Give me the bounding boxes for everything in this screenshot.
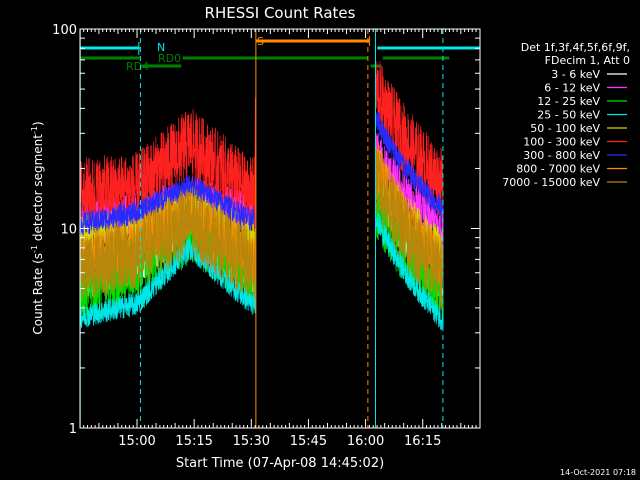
y-axis-label: Count Rate (s-1 detector segment-1): [30, 121, 45, 334]
annotation-rd0: RD0: [158, 52, 181, 65]
legend: Det 1f,3f,4f,5f,6f,9f, FDecim 1, Att 0 3…: [502, 41, 630, 189]
series-line-3: [79, 237, 257, 329]
x-tick-label: 15:00: [118, 434, 155, 449]
legend-entry-6: 300 - 800 keV: [523, 149, 600, 162]
series-line-8: [375, 141, 444, 310]
x-axis: 15:00 15:15 15:30 15:45 16:00 16:15: [83, 29, 477, 449]
y-axis-label-c: ): [31, 121, 45, 126]
y-axis-label-a: Count Rate (s: [31, 253, 45, 335]
y-axis-label-sup1: -1: [30, 245, 39, 253]
annotation-rd4: RD4: [126, 60, 149, 73]
legend-header-1: Det 1f,3f,4f,5f,6f,9f,: [521, 41, 630, 54]
x-tick-label: 15:45: [290, 434, 327, 449]
x-tick-label: 15:30: [233, 434, 270, 449]
legend-entry-3: 25 - 50 keV: [537, 109, 600, 122]
legend-entry-0: 3 - 6 keV: [551, 68, 600, 81]
status-bars: N RD4 RD0 S: [80, 35, 480, 73]
y-tick-label: 100: [52, 23, 77, 38]
footer-date: 14-Oct-2021 07:18: [560, 468, 636, 477]
series-line-5: [79, 108, 257, 228]
legend-entry-2: 12 - 25 keV: [537, 95, 600, 108]
y-axis-label-sup2: -1: [30, 126, 39, 134]
series-line-1: [375, 133, 444, 253]
series-line-6: [375, 108, 444, 220]
series-line-3: [375, 208, 444, 331]
x-tick-label: 16:00: [347, 434, 384, 449]
x-tick-label: 16:15: [404, 434, 441, 449]
plot-area: [79, 61, 444, 331]
series-line-6: [79, 175, 257, 236]
series-line-8: [79, 187, 257, 301]
legend-entry-1: 6 - 12 keV: [544, 82, 600, 95]
y-axis: 1 10 100: [52, 23, 480, 437]
legend-entry-8: 7000 - 15000 keV: [502, 176, 600, 189]
legend-entry-7: 800 - 7000 keV: [516, 163, 600, 176]
chart-title: RHESSI Count Rates: [205, 4, 356, 22]
y-axis-label-b: detector segment: [31, 134, 45, 245]
x-axis-label: Start Time (07-Apr-08 14:45:02): [176, 456, 384, 471]
y-tick-label: 10: [60, 223, 77, 238]
legend-entry-4: 50 - 100 keV: [530, 122, 600, 135]
y-tick-label: 1: [69, 422, 77, 437]
x-tick-label: 15:15: [175, 434, 212, 449]
annotation-s: S: [257, 35, 264, 48]
annotation-n: N: [157, 41, 165, 54]
legend-entry-5: 100 - 300 keV: [523, 136, 600, 149]
legend-header-2: FDecim 1, Att 0: [545, 54, 630, 67]
